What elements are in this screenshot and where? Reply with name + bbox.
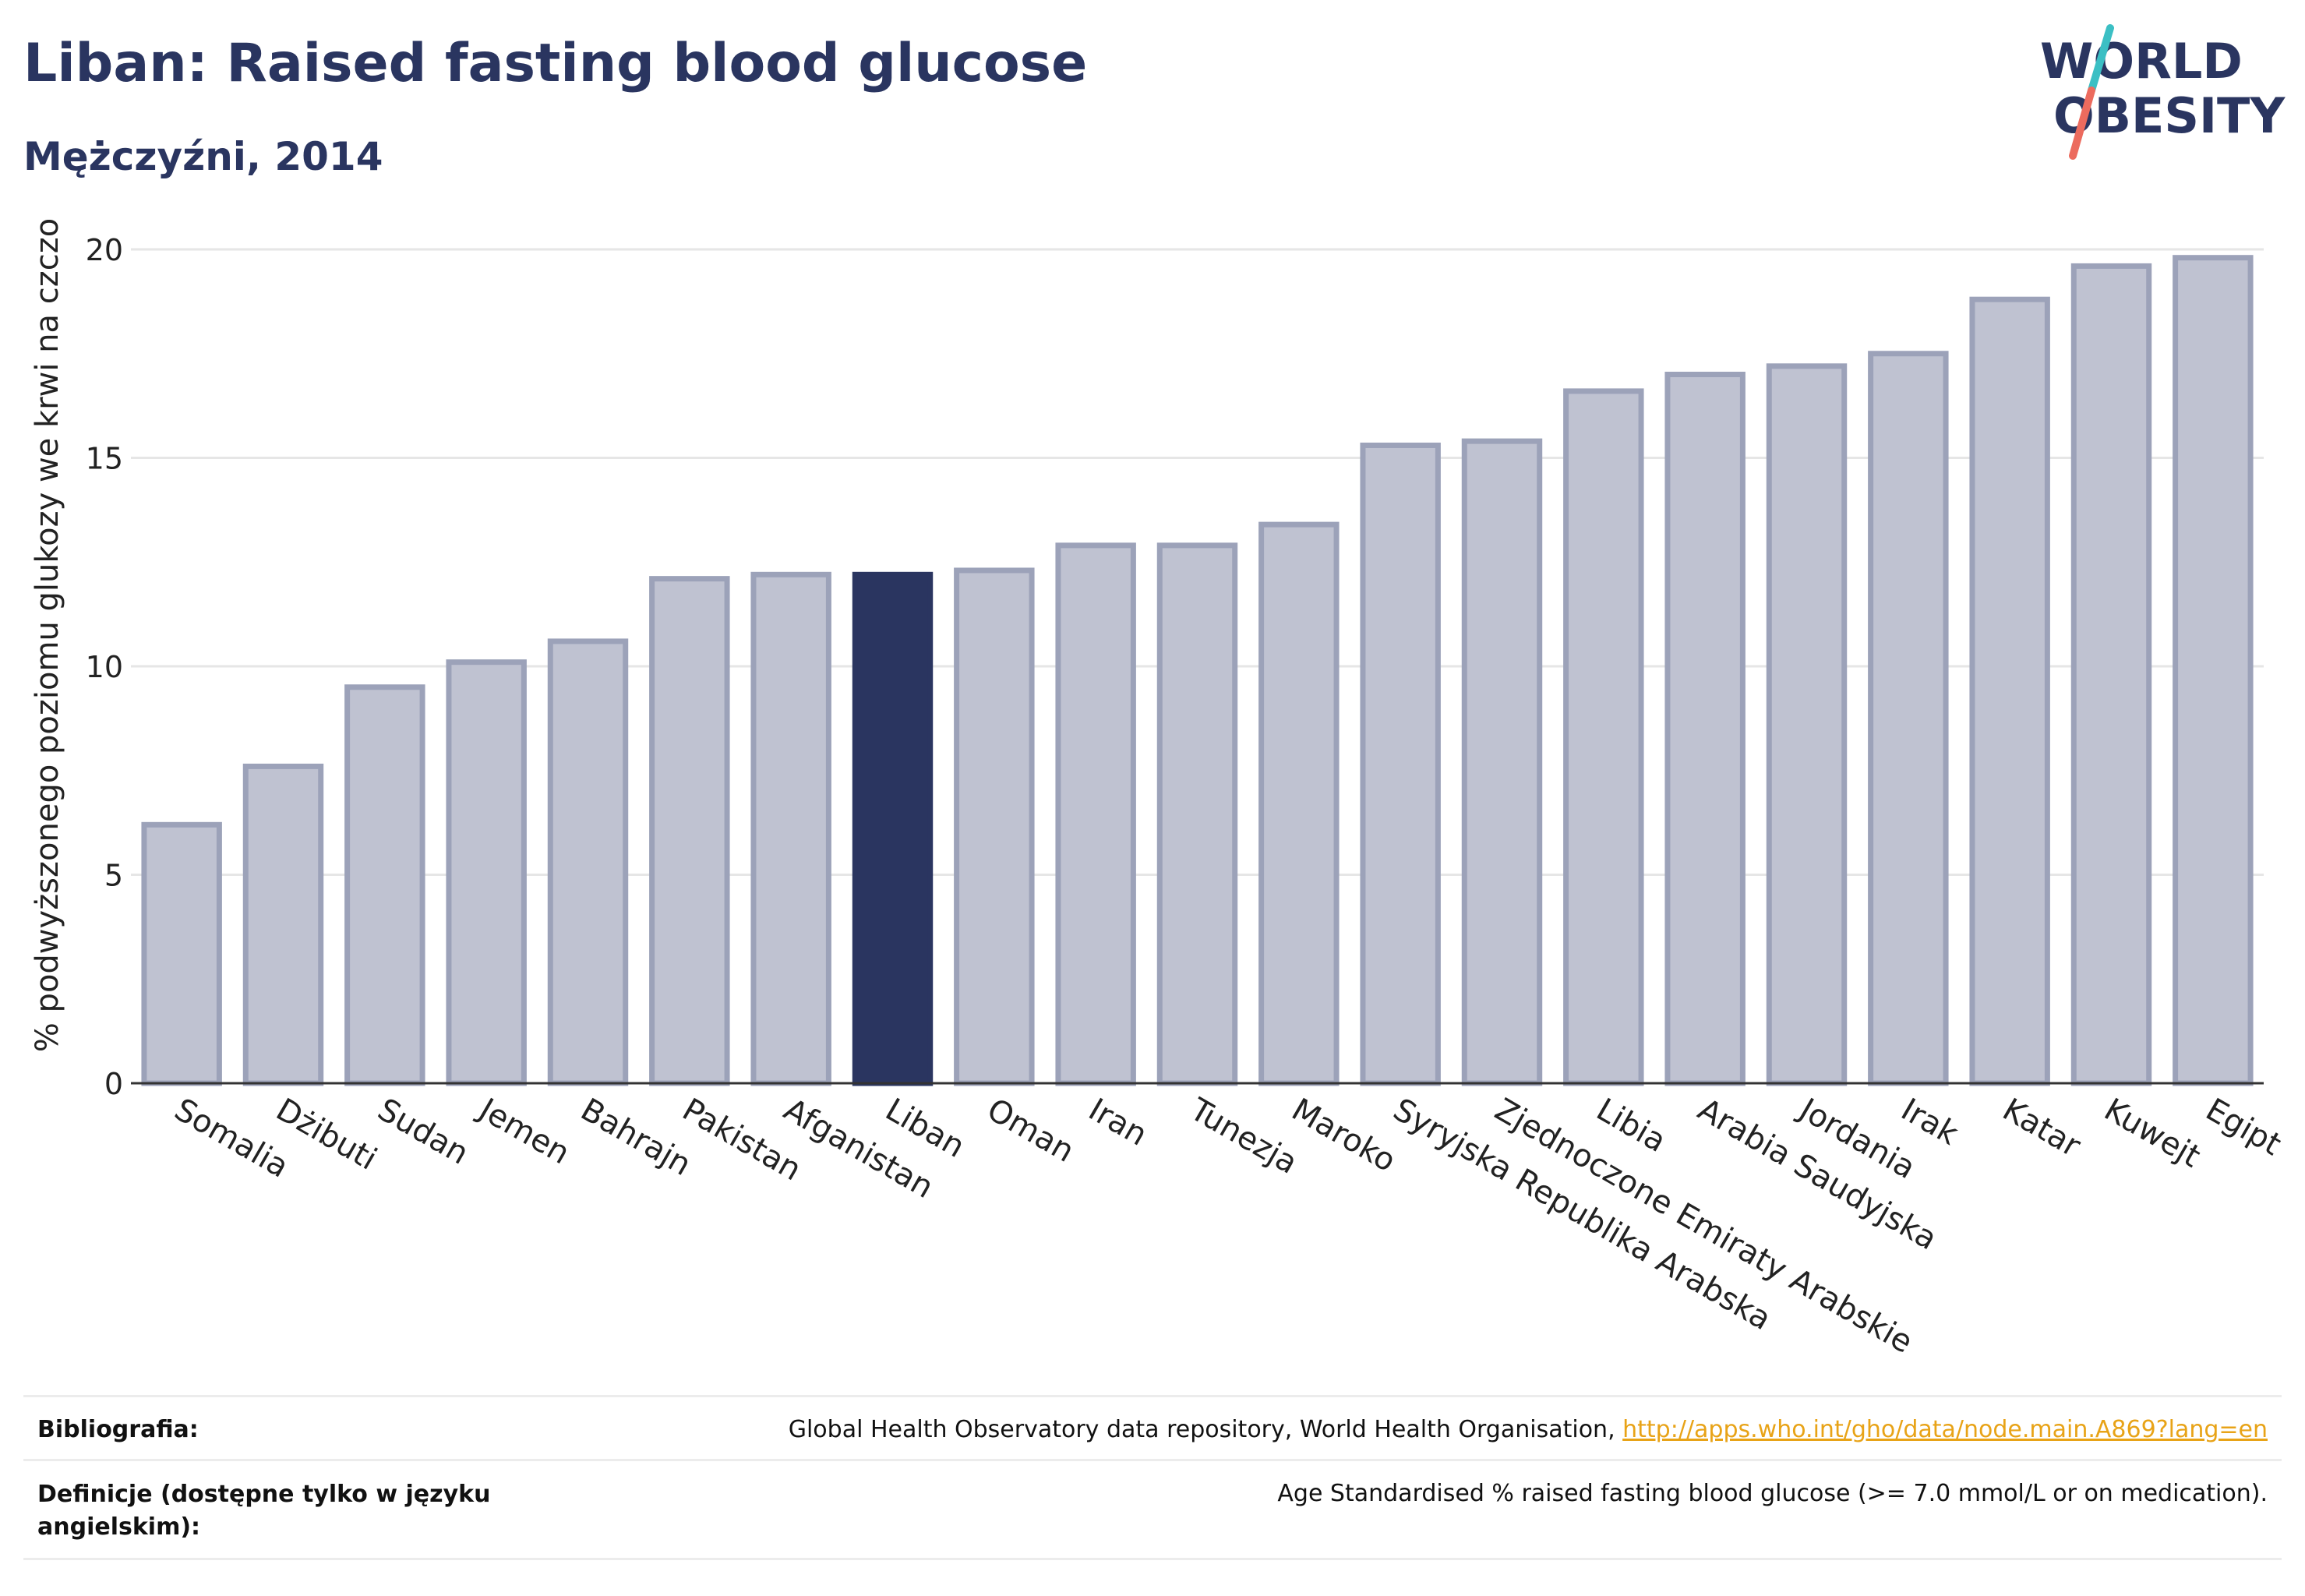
bibliography-link[interactable]: http://apps.who.int/gho/data/node.main.A… xyxy=(1622,1416,2268,1443)
logo-slash-top xyxy=(2088,24,2114,94)
y-tick-label: 10 xyxy=(86,650,123,684)
y-tick-label: 15 xyxy=(86,442,123,476)
chart-title: Liban: Raised fasting blood glucose xyxy=(23,33,1088,94)
x-tick-label: Tunezja xyxy=(1184,1091,1304,1181)
bar xyxy=(1258,521,1340,1086)
footer-definitions-row: Definicje (dostępne tylko w języku angie… xyxy=(23,1459,2282,1560)
bar xyxy=(141,821,222,1086)
logo-line-1: WORLD xyxy=(2040,33,2243,90)
bar xyxy=(2173,255,2254,1086)
x-tick-label: Somalia xyxy=(168,1092,295,1185)
world-obesity-logo: WORLD OBESITY xyxy=(2026,23,2291,164)
bar-chart: 0 5 10 15 20 % podwyższonego poziomu glukozy … xyxy=(30,218,2287,1361)
x-tick-label: Maroko xyxy=(1286,1092,1402,1179)
bar xyxy=(446,659,527,1086)
bar xyxy=(1360,442,1441,1086)
bar xyxy=(1664,372,1746,1086)
bar xyxy=(1055,542,1136,1086)
bar xyxy=(750,571,831,1086)
bar xyxy=(1868,351,1949,1086)
chart-subtitle: Mężczyźni, 2014 xyxy=(23,134,383,179)
x-tick-label: Irak xyxy=(1895,1092,1964,1153)
logo-slash-bottom xyxy=(2069,87,2095,160)
bar xyxy=(344,684,425,1086)
x-tick-label: Jemen xyxy=(471,1090,576,1171)
definitions-value: Age Standardised % raised fasting blood … xyxy=(1277,1480,2268,1507)
bar xyxy=(1563,388,1644,1086)
bar xyxy=(2070,263,2152,1086)
y-tick-label: 0 xyxy=(104,1067,123,1101)
bar xyxy=(547,638,629,1086)
definitions-label: Definicje (dostępne tylko w języku angie… xyxy=(37,1481,491,1541)
bar xyxy=(1766,363,1848,1086)
footer-bibliography-row: Bibliografia: Global Health Observatory … xyxy=(23,1395,2282,1461)
x-tick-label: Bahrajn xyxy=(575,1092,697,1183)
bibliography-text: Global Health Observatory data repositor… xyxy=(788,1416,1623,1443)
x-tick-label: Egipt xyxy=(2200,1092,2287,1163)
x-tick-label: Sudan xyxy=(372,1092,475,1172)
bar xyxy=(852,571,934,1086)
y-tick-label: 5 xyxy=(104,859,123,893)
bibliography-value: Global Health Observatory data repositor… xyxy=(789,1416,2268,1443)
bibliography-label: Bibliografia: xyxy=(37,1416,199,1443)
x-tick-label: Oman xyxy=(981,1092,1080,1170)
bar xyxy=(1461,438,1543,1086)
x-tick-label: Iran xyxy=(1082,1092,1153,1153)
bar xyxy=(954,567,1035,1086)
bar xyxy=(1969,296,2050,1086)
y-axis-label: % podwyższonego poziomu glukozy we krwi … xyxy=(30,218,65,1052)
bar xyxy=(1156,542,1238,1086)
bar xyxy=(649,576,730,1086)
x-tick-label: Katar xyxy=(1996,1092,2087,1164)
bar xyxy=(242,763,324,1086)
x-tick-label: Kuwejt xyxy=(2099,1092,2207,1175)
y-tick-label: 20 xyxy=(86,233,123,267)
